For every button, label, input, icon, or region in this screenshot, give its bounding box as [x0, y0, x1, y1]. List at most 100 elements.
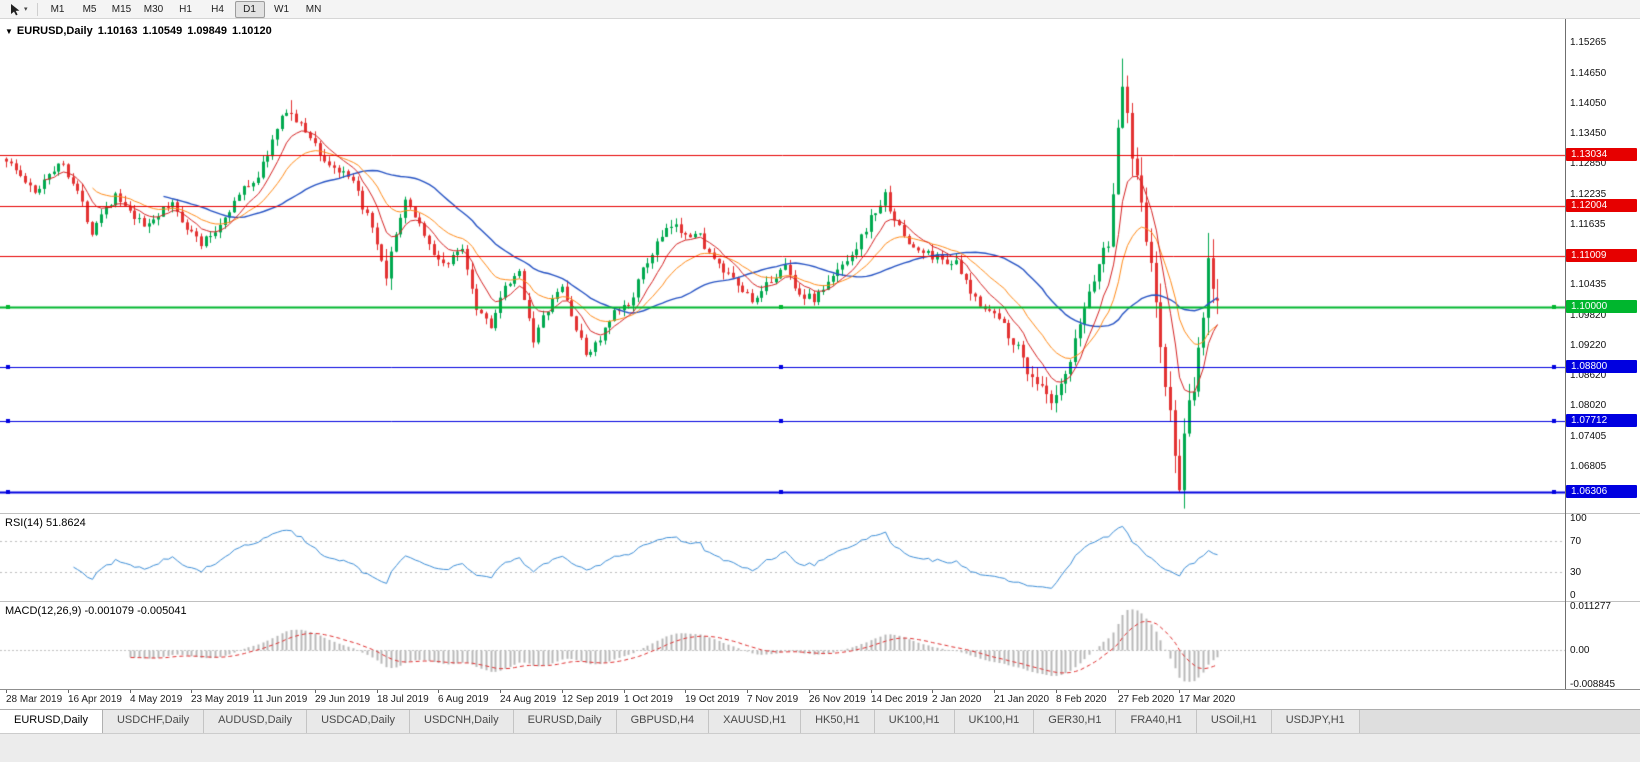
- time-axis-tick: [500, 690, 501, 693]
- price-axis[interactable]: 1.15265 1.14650 1.14050 1.13450 1.12850 1.122…: [1566, 20, 1640, 513]
- price-level-tag: 1.10000: [1566, 300, 1637, 313]
- chart-tab-usdcnh-daily[interactable]: USDCNH,Daily: [410, 710, 514, 733]
- chart-tab-uk100-h1[interactable]: UK100,H1: [874, 710, 955, 733]
- panel-splitter[interactable]: [0, 513, 1640, 514]
- macd-canvas[interactable]: [0, 602, 1565, 689]
- price-axis-label: 1.08020: [1570, 400, 1607, 411]
- macd-axis[interactable]: 0.011277 0.00 -0.008845: [1566, 601, 1640, 690]
- rsi-axis-label: 70: [1570, 536, 1582, 547]
- price-level-tag: 1.06306: [1566, 485, 1637, 498]
- time-axis-tick: [685, 690, 686, 693]
- time-axis-label: 12 Sep 2019: [562, 694, 619, 705]
- time-axis-label: 1 Oct 2019: [624, 694, 673, 705]
- chart-tab-gbpusd-h4[interactable]: GBPUSD,H4: [616, 710, 710, 733]
- ohlc-high: 1.10549: [142, 25, 183, 37]
- time-axis-label: 4 May 2019: [130, 694, 183, 705]
- time-axis-tick: [377, 690, 378, 693]
- timeframe-button-m1[interactable]: M1: [50, 3, 65, 15]
- price-level-tag: 1.12004: [1566, 199, 1637, 212]
- price-axis-label: 1.14050: [1570, 98, 1607, 109]
- timeframe-button-h4[interactable]: H4: [211, 3, 224, 15]
- time-axis-label: 8 Feb 2020: [1056, 694, 1107, 705]
- main-chart-panel: ▼ EURUSD,Daily 1.10163 1.10549 1.09849 1.1012…: [0, 20, 1565, 513]
- time-axis-tick: [6, 690, 7, 693]
- time-axis-label: 27 Feb 2020: [1118, 694, 1175, 705]
- time-axis-label: 28 Mar 2019: [6, 694, 63, 705]
- time-axis-tick: [438, 690, 439, 693]
- time-axis-tick: [747, 690, 748, 693]
- axis-divider: [1565, 19, 1566, 689]
- price-axis-label: 1.06805: [1570, 461, 1607, 472]
- main-chart-canvas[interactable]: [0, 20, 1565, 513]
- time-axis-label: 7 Nov 2019: [747, 694, 799, 705]
- chart-tab-usdcad-daily[interactable]: USDCAD,Daily: [307, 710, 411, 733]
- chart-tab-ger30-h1[interactable]: GER30,H1: [1034, 710, 1117, 733]
- chart-symbol: EURUSD,Daily: [16, 25, 93, 37]
- macd-panel: MACD(12,26,9) -0.001079 -0.005041: [0, 602, 1565, 689]
- chart-tab-audusd-daily[interactable]: AUDUSD,Daily: [204, 710, 308, 733]
- time-axis[interactable]: 28 Mar 2019 16 Apr 2019 4 May 2019 23 May 2…: [0, 689, 1640, 709]
- cursor-tool-button[interactable]: ▾: [4, 2, 28, 17]
- price-axis-label: 1.09820: [1570, 310, 1607, 321]
- rsi-panel: RSI(14) 51.8624: [0, 514, 1565, 601]
- time-axis-tick: [624, 690, 625, 693]
- time-axis-tick: [1118, 690, 1119, 693]
- panel-splitter[interactable]: [0, 601, 1640, 602]
- price-axis-label: 1.07405: [1570, 431, 1607, 442]
- chart-tab-usoil-h1[interactable]: USOil,H1: [1196, 710, 1272, 733]
- chevron-down-icon: ▾: [24, 6, 28, 13]
- time-axis-tick: [1056, 690, 1057, 693]
- chart-tab-uk100-h1[interactable]: UK100,H1: [954, 710, 1035, 733]
- time-axis-label: 17 Mar 2020: [1179, 694, 1236, 705]
- chart-tab-fra40-h1[interactable]: FRA40,H1: [1116, 710, 1197, 733]
- chart-tab-usdchf-daily[interactable]: USDCHF,Daily: [102, 710, 205, 733]
- rsi-axis-label: 0: [1570, 590, 1576, 601]
- price-axis-label: 1.10435: [1570, 279, 1607, 290]
- price-axis-label: 1.13450: [1570, 128, 1607, 139]
- timeframe-button-w1[interactable]: W1: [274, 3, 290, 15]
- chart-header: ▼ EURUSD,Daily 1.10163 1.10549 1.09849 1.1012…: [5, 25, 277, 37]
- time-axis-label: 23 May 2019: [191, 694, 249, 705]
- timeframe-button-m30[interactable]: M30: [143, 3, 164, 15]
- timeframe-button-d1[interactable]: D1: [234, 0, 265, 18]
- time-axis-label: 14 Dec 2019: [871, 694, 928, 705]
- time-axis-label: 24 Aug 2019: [500, 694, 557, 705]
- price-axis-label: 1.12850: [1570, 158, 1607, 169]
- price-axis-label: 1.14650: [1570, 68, 1607, 79]
- timeframe-toolbar: ▾ M1 M5 M15 M30 H1 H4 D1 W1 MN: [0, 0, 1640, 19]
- chart-tab-xauusd-h1[interactable]: XAUUSD,H1: [709, 710, 802, 733]
- chart-tab-eurusd-daily[interactable]: EURUSD,Daily: [513, 710, 617, 733]
- price-axis-label: 1.15265: [1570, 37, 1607, 48]
- price-axis-label: 1.08620: [1570, 370, 1607, 381]
- price-level-tag: 1.07712: [1566, 414, 1637, 427]
- chart-tab-usdjpy-h1[interactable]: USDJPY,H1: [1271, 710, 1360, 733]
- timeframe-button-m15[interactable]: M15: [111, 3, 132, 15]
- time-axis-tick: [68, 690, 69, 693]
- toolbar-separator: [36, 2, 38, 16]
- time-axis-label: 6 Aug 2019: [438, 694, 489, 705]
- macd-axis-label: -0.008845: [1570, 679, 1616, 690]
- macd-axis-label: 0.00: [1570, 645, 1590, 656]
- rsi-axis-label: 30: [1570, 567, 1582, 578]
- timeframe-button-m5[interactable]: M5: [82, 3, 97, 15]
- chart-tab-hk50-h1[interactable]: HK50,H1: [801, 710, 875, 733]
- time-axis-tick: [191, 690, 192, 693]
- time-axis-label: 2 Jan 2020: [932, 694, 982, 705]
- chart-caret-icon[interactable]: ▼: [5, 27, 13, 36]
- timeframe-button-mn[interactable]: MN: [305, 3, 322, 15]
- rsi-canvas[interactable]: [0, 514, 1565, 601]
- chart-tab-eurusd-daily[interactable]: EURUSD,Daily: [0, 710, 103, 733]
- rsi-axis[interactable]: 100 70 30 0: [1566, 513, 1640, 601]
- ohlc-open: 1.10163: [97, 25, 138, 37]
- price-axis-label: 1.12235: [1570, 189, 1607, 200]
- time-axis-label: 21 Jan 2020: [994, 694, 1050, 705]
- time-axis-tick: [315, 690, 316, 693]
- time-axis-tick: [253, 690, 254, 693]
- time-axis-label: 16 Apr 2019: [68, 694, 122, 705]
- time-axis-tick: [994, 690, 995, 693]
- timeframe-button-h1[interactable]: H1: [179, 3, 192, 15]
- time-axis-tick: [562, 690, 563, 693]
- time-axis-tick: [130, 690, 131, 693]
- price-level-tag: 1.08800: [1566, 360, 1637, 373]
